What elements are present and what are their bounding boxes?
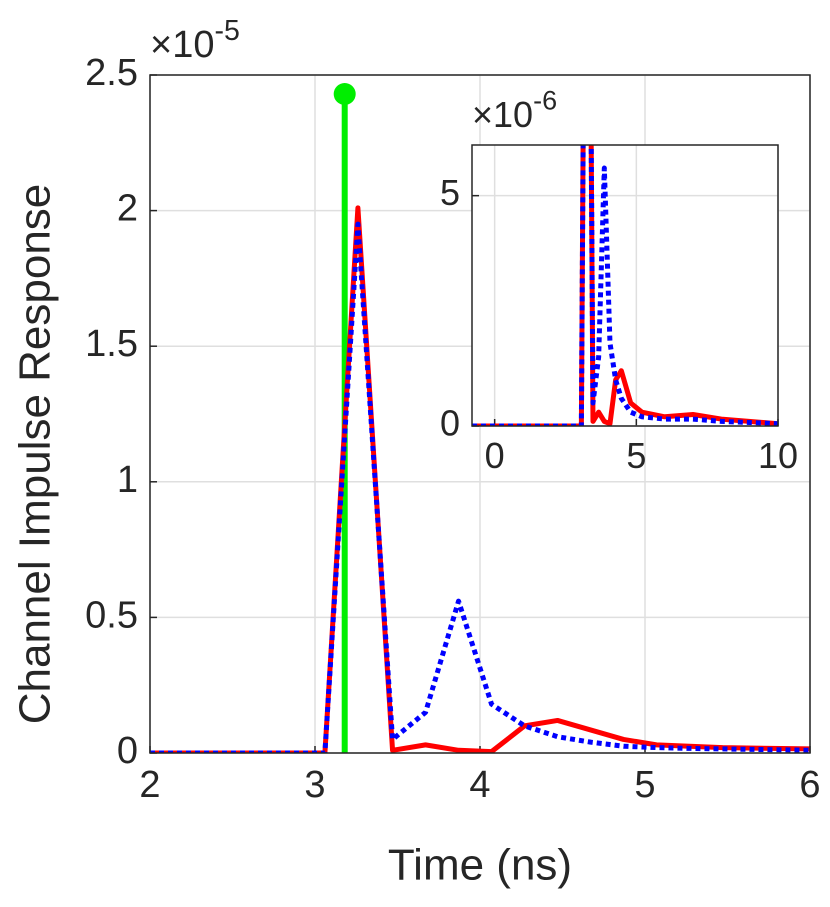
stem-marker [333, 82, 356, 105]
x-tick-label: 4 [469, 764, 490, 806]
x-tick-label: 3 [304, 764, 325, 806]
exponent-base: ×10 [472, 94, 533, 135]
x-tick-label: 5 [626, 435, 646, 476]
axes-frame [471, 144, 779, 427]
y-tick-label: 2 [117, 188, 138, 230]
exponent-power: -5 [214, 14, 239, 46]
exponent-base: ×10 [150, 24, 214, 66]
y-tick-label: 1.5 [85, 323, 138, 365]
inset: 0 5 10 0 5 ×10-6 [440, 86, 798, 476]
exponent-power: -6 [533, 86, 557, 116]
x-tick-label: 0 [485, 435, 505, 476]
y-tick-label: 0 [117, 730, 138, 772]
x-tick-label: 10 [758, 435, 798, 476]
y-tick-label: 1 [117, 459, 138, 501]
x-tick-label: 6 [799, 764, 820, 806]
line-series [472, 145, 778, 426]
y-exponent: ×10-5 [150, 14, 240, 66]
y-tick-label: 0 [440, 403, 460, 444]
y-tick-label: 2.5 [85, 52, 138, 94]
plot-lines [150, 82, 810, 753]
y-exponent: ×10-6 [472, 86, 557, 135]
y-tick-label: 5 [440, 172, 460, 213]
axes-frame [149, 74, 811, 754]
y-axis-label: Channel Impulse Response [11, 184, 60, 725]
x-tick-label: 2 [139, 764, 160, 806]
y-tick-label: 0.5 [85, 594, 138, 636]
plot-lines [472, 145, 778, 426]
line-series [150, 221, 810, 753]
x-tick-label: 5 [634, 764, 655, 806]
x-axis-label: Time (ns) [388, 841, 572, 890]
